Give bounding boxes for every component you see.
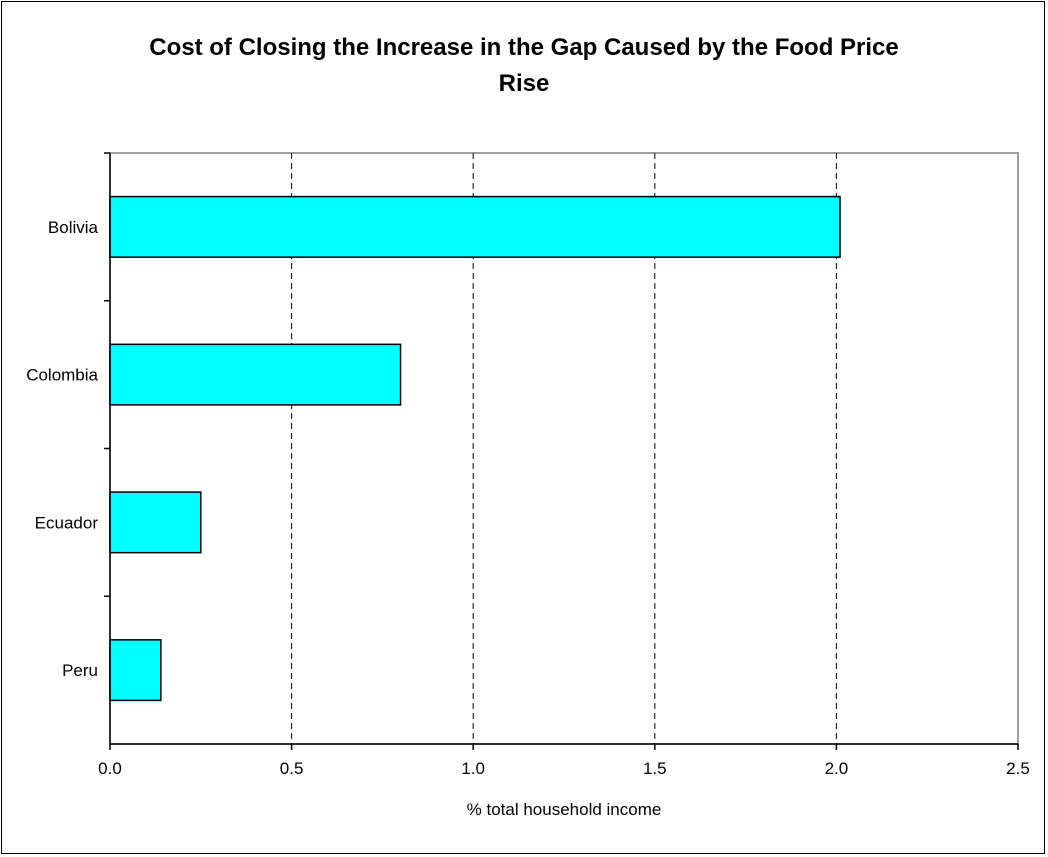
category-label-colombia: Colombia xyxy=(26,366,98,385)
x-tick-label: 1.0 xyxy=(461,759,485,778)
category-label-peru: Peru xyxy=(62,661,98,680)
bar-peru xyxy=(109,639,162,702)
bars xyxy=(109,195,841,702)
x-tick-label: 2.0 xyxy=(825,759,849,778)
category-label-bolivia: Bolivia xyxy=(48,218,99,237)
x-tick-label: 0.5 xyxy=(280,759,304,778)
bar-colombia xyxy=(109,343,402,406)
x-tick-label: 2.5 xyxy=(1006,759,1030,778)
category-label-ecuador: Ecuador xyxy=(35,513,99,532)
gridlines xyxy=(291,153,837,744)
x-tick-label: 1.5 xyxy=(643,759,667,778)
x-tick-labels: 0.0 0.5 1.0 1.5 2.0 2.5 xyxy=(98,744,1030,778)
chart-title-line-2: Rise xyxy=(498,70,550,97)
x-axis-label: % total household income xyxy=(467,800,662,819)
chart-title: Cost of Closing the Increase in the Gap … xyxy=(0,30,1048,102)
x-tick-label: 0.0 xyxy=(98,759,122,778)
category-labels: Bolivia Colombia Ecuador Peru xyxy=(26,152,110,680)
bar-bolivia xyxy=(109,195,841,258)
chart-title-line-1: Cost of Closing the Increase in the Gap … xyxy=(149,34,899,61)
bar-ecuador xyxy=(109,491,202,554)
